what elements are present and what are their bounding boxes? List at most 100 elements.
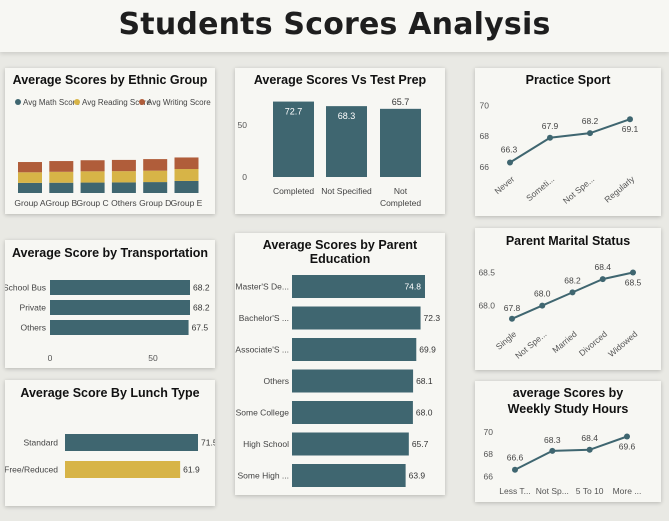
data-point: [512, 466, 518, 473]
x-tick-label: Group B: [45, 198, 77, 208]
dashboard-header: Students Scores Analysis: [0, 0, 669, 52]
bar: [292, 275, 425, 298]
x-tick-label: Completed: [273, 186, 314, 196]
x-tick-label: More ...: [613, 486, 642, 496]
y-tick-label: Others: [20, 323, 46, 333]
bar: [292, 401, 413, 424]
data-label: 67.9: [542, 121, 559, 131]
series-line: [509, 118, 631, 164]
chart-title: Average Score by Transportation: [11, 246, 209, 260]
bar-segment: [111, 182, 136, 193]
data-label: 66.6: [507, 453, 524, 463]
y-tick-label: 70: [484, 427, 494, 437]
x-tick-label: Never: [492, 174, 516, 196]
data-label: 74.8: [404, 282, 421, 292]
bar-segment: [49, 182, 74, 193]
bar-segment: [80, 160, 105, 172]
card-parent-education[interactable]: Average Scores by Parent Education Maste…: [235, 233, 445, 495]
y-tick-label: 68: [484, 449, 494, 459]
data-label: 68.0: [416, 408, 433, 418]
data-label: 63.9: [409, 471, 426, 481]
y-tick-label: Associate'S ...: [235, 345, 289, 355]
chart-title: Average Scores Vs Test Prep: [253, 73, 427, 87]
y-tick-label: Some College: [236, 408, 290, 418]
x-tick-label: Group C: [77, 198, 109, 208]
card-marital-status[interactable]: Parent Marital Status 68.5 68.0 67.8 68.0 68…: [475, 228, 661, 370]
legend-label: Avg Reading Score: [82, 98, 151, 107]
y-tick-label: 66: [484, 471, 494, 481]
data-point: [586, 446, 593, 453]
chart-title: Parent Marital Status: [505, 234, 631, 248]
data-label: 69.9: [419, 345, 436, 355]
y-tick-label: 50: [238, 120, 248, 130]
transportation-chart[interactable]: School Bus 68.2 Private 68.2 Others 67.5 0 50: [5, 240, 215, 368]
data-point: [547, 134, 553, 141]
bar: [65, 461, 181, 478]
lunch-type-chart[interactable]: Standard 71.5 Free/Reduced 61.9: [5, 380, 215, 506]
y-tick-label: School Bus: [5, 283, 46, 293]
legend-label: Avg Math Score: [23, 98, 80, 107]
y-tick-label: 66: [480, 162, 490, 172]
data-point: [627, 116, 633, 123]
page-title: Students Scores Analysis: [118, 7, 551, 42]
weekly-study-chart[interactable]: 70 68 66 66.6 68.3 68.4 69.6 Less T... Not Sp...…: [475, 381, 661, 502]
card-transportation[interactable]: Average Score by Transportation School B…: [5, 240, 215, 368]
bar-segment: [111, 171, 136, 183]
data-label: 65.7: [412, 439, 429, 449]
card-weekly-study[interactable]: average Scores by Weekly Study Hours 70 6…: [475, 381, 661, 502]
x-tick-label: Divorced: [577, 329, 609, 358]
test-prep-chart[interactable]: 50 0 72.7 68.3 65.7 Completed Not Specified Not…: [235, 68, 445, 214]
bar-segment: [18, 182, 42, 193]
data-point: [507, 159, 513, 166]
practice-sport-chart[interactable]: 70 68 66 66.3 67.9 68.2 69.1 Never Someti... Not …: [475, 68, 661, 216]
data-label: 68.4: [581, 433, 598, 443]
legend-marker: [74, 99, 80, 105]
y-tick-label: 0: [242, 172, 247, 182]
card-practice-sport[interactable]: Practice Sport 70 68 66 66.3 67.9 68.2 69.1 Nev…: [475, 68, 661, 216]
bar: [292, 369, 414, 393]
y-tick-label: 70: [480, 100, 490, 110]
y-tick-label: Bachelor'S ...: [239, 313, 289, 323]
x-tick-label: Not Specified: [321, 186, 372, 196]
chart-title: Average Scores by Parent Education: [262, 238, 418, 266]
data-label: 69.1: [622, 124, 639, 134]
data-label: 68.3: [338, 111, 356, 121]
bar-segment: [80, 182, 105, 193]
bar: [50, 280, 190, 295]
data-label: 68.2: [193, 283, 210, 293]
y-tick-label: Others: [263, 376, 289, 386]
data-point: [630, 269, 636, 276]
x-tick-label: 0: [48, 353, 53, 363]
x-tick-label: Not Spe...: [513, 329, 548, 361]
card-ethnic-group[interactable]: Average Scores by Ethnic Group Avg Math …: [5, 68, 215, 214]
legend-marker: [139, 99, 145, 105]
chart-title: Average Scores by Ethnic Group: [12, 73, 208, 87]
bar: [50, 300, 190, 315]
y-tick-label: 68.0: [478, 301, 495, 311]
bar: [273, 101, 314, 177]
data-label: 61.9: [183, 465, 200, 475]
chart-title: Average Score By Lunch Type: [20, 386, 200, 400]
x-tick-label: Not: [394, 186, 408, 196]
x-tick-label: Not Sp...: [536, 486, 569, 496]
bar-segment: [49, 161, 74, 172]
x-tick-label: Not Spe...: [561, 174, 596, 206]
x-tick-label: Single: [494, 329, 519, 352]
bar-segment: [174, 180, 199, 193]
y-tick-label: 68.5: [478, 268, 495, 278]
bar-segment: [143, 170, 168, 183]
chart-title: average Scores by Weekly Study Hours: [507, 386, 629, 416]
y-tick-label: Standard: [24, 438, 59, 448]
bar: [65, 434, 198, 451]
parent-education-chart[interactable]: Master'S De... 74.8 Bachelor'S ... 72.3 Asso…: [235, 233, 445, 495]
x-tick-label: Group E: [171, 198, 203, 208]
y-tick-label: Some High ...: [238, 471, 290, 481]
card-test-prep[interactable]: Average Scores Vs Test Prep 50 0 72.7 68.3 6…: [235, 68, 445, 214]
data-label: 72.7: [285, 107, 303, 117]
card-lunch-type[interactable]: Average Score By Lunch Type Standard 71.5…: [5, 380, 215, 506]
bar: [292, 464, 406, 487]
x-tick-label: Group A: [14, 198, 46, 208]
chart-title: Practice Sport: [525, 73, 611, 87]
